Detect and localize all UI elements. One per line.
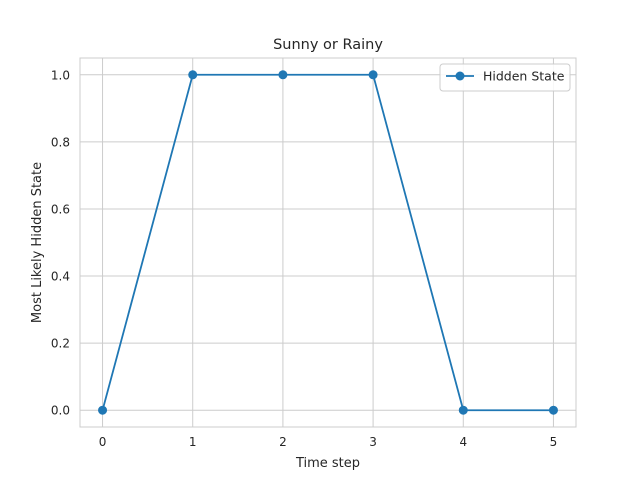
axes-background [80, 58, 576, 427]
y-tick-label: 0.8 [51, 135, 70, 149]
y-tick-labels: 0.0 0.2 0.4 0.6 0.8 1.0 [51, 68, 70, 417]
legend: Hidden State [439, 63, 571, 92]
data-point [98, 405, 108, 415]
chart-title: Sunny or Rainy [273, 37, 383, 53]
y-tick-label: 0.6 [51, 202, 70, 216]
x-tick-label: 1 [189, 435, 197, 449]
legend-entry-hidden-state: Hidden State [483, 69, 565, 84]
data-point [548, 405, 558, 415]
series-lines [101, 73, 555, 412]
x-tick-label: 3 [369, 435, 377, 449]
series-line-hidden-state [101, 73, 555, 412]
x-tick-label: 2 [279, 435, 287, 449]
x-tick-label: 5 [550, 435, 558, 449]
legend-frame [439, 63, 571, 92]
x-gridlines [102, 58, 554, 427]
series-points [98, 70, 558, 415]
plot-area [79, 57, 577, 428]
legend-marker-swatch [455, 71, 465, 81]
data-point [278, 70, 288, 80]
data-point [458, 405, 468, 415]
data-point [188, 70, 198, 80]
axes-spines [79, 57, 577, 428]
y-tick-label: 0.0 [51, 404, 70, 418]
y-axis-label: Most Likely Hidden State [30, 162, 45, 323]
x-tick-labels: 0 1 2 3 4 5 [99, 435, 558, 449]
x-tick-label: 0 [99, 435, 107, 449]
axes-border [79, 57, 577, 428]
y-tick-label: 0.4 [51, 270, 70, 284]
y-tick-label: 1.0 [51, 68, 70, 82]
y-tick-label: 0.2 [51, 337, 70, 351]
x-axis-label: Time step [295, 456, 360, 471]
x-tick-label: 4 [459, 435, 467, 449]
data-point [368, 70, 378, 80]
